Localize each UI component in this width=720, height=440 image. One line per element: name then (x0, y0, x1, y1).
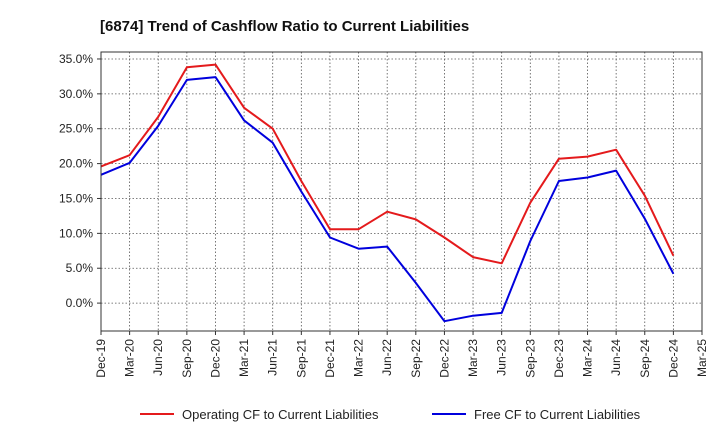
y-tick-label: 0.0% (66, 296, 94, 310)
x-tick-label: Jun-24 (609, 339, 623, 376)
legend-label: Free CF to Current Liabilities (474, 407, 641, 422)
y-tick-label: 10.0% (59, 226, 93, 240)
grid (100, 52, 703, 331)
y-tick-label: 20.0% (59, 157, 93, 171)
x-tick-label: Jun-23 (495, 339, 509, 376)
x-tick-label: Dec-22 (437, 339, 451, 378)
x-tick-label: Sep-21 (294, 339, 308, 378)
y-tick-label: 5.0% (66, 261, 94, 275)
series-line-free-cf (100, 76, 675, 323)
x-tick-label: Dec-20 (208, 339, 222, 378)
y-tick-label: 25.0% (59, 122, 93, 136)
x-tick-label: Mar-24 (581, 339, 595, 377)
y-tick-label: 15.0% (59, 191, 93, 205)
x-tick-label: Dec-23 (552, 339, 566, 378)
x-tick-label: Mar-25 (695, 339, 709, 377)
x-tick-label: Mar-23 (466, 339, 480, 377)
x-tick-label: Sep-23 (523, 339, 537, 378)
x-tick-label: Mar-20 (123, 339, 137, 377)
x-tick-label: Jun-21 (266, 339, 280, 376)
x-tick-label: Sep-24 (638, 339, 652, 378)
x-tick-label: Dec-21 (323, 339, 337, 378)
x-tick-label: Dec-24 (666, 339, 680, 378)
x-tick-label: Dec-19 (94, 339, 108, 378)
x-tick-label: Mar-21 (237, 339, 251, 377)
x-tick-label: Mar-22 (352, 339, 366, 377)
legend-label: Operating CF to Current Liabilities (182, 407, 379, 422)
y-tick-label: 30.0% (59, 87, 93, 101)
x-tick-label: Jun-22 (380, 339, 394, 376)
series-layer (100, 63, 675, 323)
series-line-operating-cf (100, 63, 675, 265)
legend: Operating CF to Current Liabilities Free … (140, 407, 641, 422)
x-tick-label: Sep-22 (409, 339, 423, 378)
x-tick-label: Sep-20 (180, 339, 194, 378)
plot-frame (100, 51, 703, 332)
x-tick-label: Jun-20 (151, 339, 165, 376)
axes: 35.0% 30.0% 25.0% 20.0% 15.0% 10.0% 5.0% 0.0% De… (59, 51, 709, 378)
y-tick-label: 35.0% (59, 52, 93, 66)
chart-title: [6874] Trend of Cashflow Ratio to Curren… (100, 18, 469, 35)
